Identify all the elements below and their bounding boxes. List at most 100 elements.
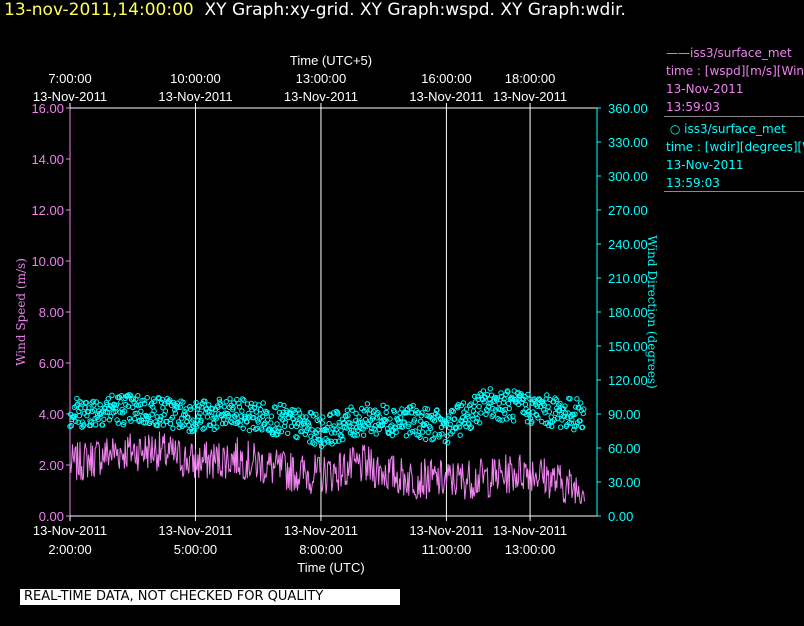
series-point-wdir (481, 399, 487, 405)
series-point-wdir (202, 398, 208, 404)
series-point-wdir (76, 413, 83, 419)
series-point-wdir (577, 418, 583, 424)
series-point-wdir (97, 402, 103, 408)
y-right-tick-label: 330.00 (608, 135, 648, 150)
series-point-wdir (126, 415, 133, 422)
series-point-wdir (217, 401, 224, 408)
series-point-wdir (144, 395, 150, 401)
series-point-wdir (195, 413, 202, 419)
series-point-wdir (273, 404, 279, 411)
series-point-wdir (170, 425, 176, 431)
series-point-wdir (330, 425, 336, 432)
series-point-wdir (332, 430, 338, 436)
series-point-wdir (473, 418, 480, 425)
series-line-wspd (69, 431, 585, 504)
series-point-wdir (302, 431, 308, 437)
series-point-wdir (393, 429, 399, 435)
series-point-wdir (554, 415, 561, 422)
series-point-wdir (323, 427, 330, 433)
series-point-wdir (477, 391, 483, 397)
series-point-wdir (209, 405, 216, 412)
x-tick-label-time: 13:00:00 (505, 542, 556, 557)
series-point-wdir (445, 416, 451, 422)
series-point-wdir (472, 393, 478, 400)
series-point-wdir (430, 436, 436, 442)
series-point-wdir (450, 429, 456, 435)
series-point-wdir (239, 408, 245, 414)
series-point-wdir (307, 439, 313, 445)
series-point-wdir (190, 417, 196, 423)
series-point-wdir (434, 407, 440, 413)
series-point-wdir (313, 411, 319, 417)
series-point-wdir (518, 391, 524, 397)
series-point-wdir (260, 400, 266, 406)
series-point-wdir (506, 405, 512, 412)
series-point-wdir (497, 417, 503, 423)
chart-title: 13-nov-2011,14:00:00 XY Graph:xy-grid. X… (4, 0, 626, 20)
series-point-wdir (88, 419, 95, 425)
series-point-wdir (147, 418, 154, 424)
series-point-wdir (300, 414, 306, 420)
series-point-wdir (314, 417, 320, 423)
series-point-wdir (507, 414, 513, 420)
series-point-wdir (581, 406, 587, 412)
series-point-wdir (409, 428, 416, 435)
series-point-wdir (542, 410, 548, 416)
series-point-wdir (317, 437, 323, 443)
y-right-tick-label: 60.00 (608, 441, 641, 456)
series-point-wdir (105, 396, 112, 402)
y-left-tick-label: 6.00 (39, 356, 64, 371)
series-point-wdir (463, 406, 470, 412)
series-point-wdir (403, 433, 409, 439)
series-point-wdir (103, 409, 109, 415)
series-point-wdir (113, 402, 120, 408)
series-point-wdir (522, 401, 529, 408)
y-left-tick-label: 10.00 (31, 254, 64, 269)
series-point-wdir (455, 405, 461, 411)
series-point-wdir (457, 432, 463, 438)
series-point-wdir (578, 400, 584, 406)
series-point-wdir (551, 417, 557, 423)
series-point-wdir (510, 418, 517, 424)
series-point-wdir (74, 395, 80, 402)
series-point-wdir (320, 414, 326, 420)
series-point-wdir (487, 386, 493, 392)
series-point-wdir (346, 423, 352, 429)
series-point-wdir (574, 396, 580, 402)
series-point-wdir (361, 408, 367, 414)
series-point-wdir (422, 405, 428, 412)
series-point-wdir (443, 420, 450, 427)
legend-wdir-circle-icon: ○ (669, 122, 681, 136)
series-point-wdir (217, 399, 223, 405)
legend-wdir-name: iss3/surface_met (684, 122, 786, 136)
series-point-wdir (81, 422, 87, 428)
series-point-wdir (246, 427, 253, 434)
series-point-wdir (360, 432, 367, 438)
series-point-wdir (251, 404, 258, 411)
series-point-wdir (339, 433, 345, 439)
series-point-wdir (352, 418, 359, 424)
series-point-wdir (333, 427, 339, 433)
series-point-wdir (548, 414, 554, 420)
series-point-wdir (293, 423, 300, 430)
series-point-wdir (214, 424, 220, 430)
series-point-wdir (211, 420, 217, 426)
x-tick-label-date: 13-Nov-2011 (493, 523, 567, 538)
series-point-wdir (115, 420, 122, 426)
series-point-wdir (544, 420, 551, 426)
series-point-wdir (372, 422, 379, 429)
series-point-wdir (159, 396, 165, 403)
series-point-wdir (369, 425, 375, 432)
series-point-wdir (467, 425, 473, 431)
series-point-wdir (468, 424, 475, 430)
series-point-wdir (319, 420, 325, 426)
series-point-wdir (132, 410, 138, 417)
series-point-wdir (470, 408, 477, 414)
series-point-wdir (93, 422, 99, 428)
y-right-tick-label: 270.00 (608, 203, 648, 218)
series-point-wdir (456, 424, 463, 430)
series-point-wdir (389, 432, 396, 439)
top-tick-label-date: 13-Nov-2011 (158, 89, 232, 104)
series-point-wdir (446, 413, 452, 419)
series-point-wdir (345, 413, 351, 419)
